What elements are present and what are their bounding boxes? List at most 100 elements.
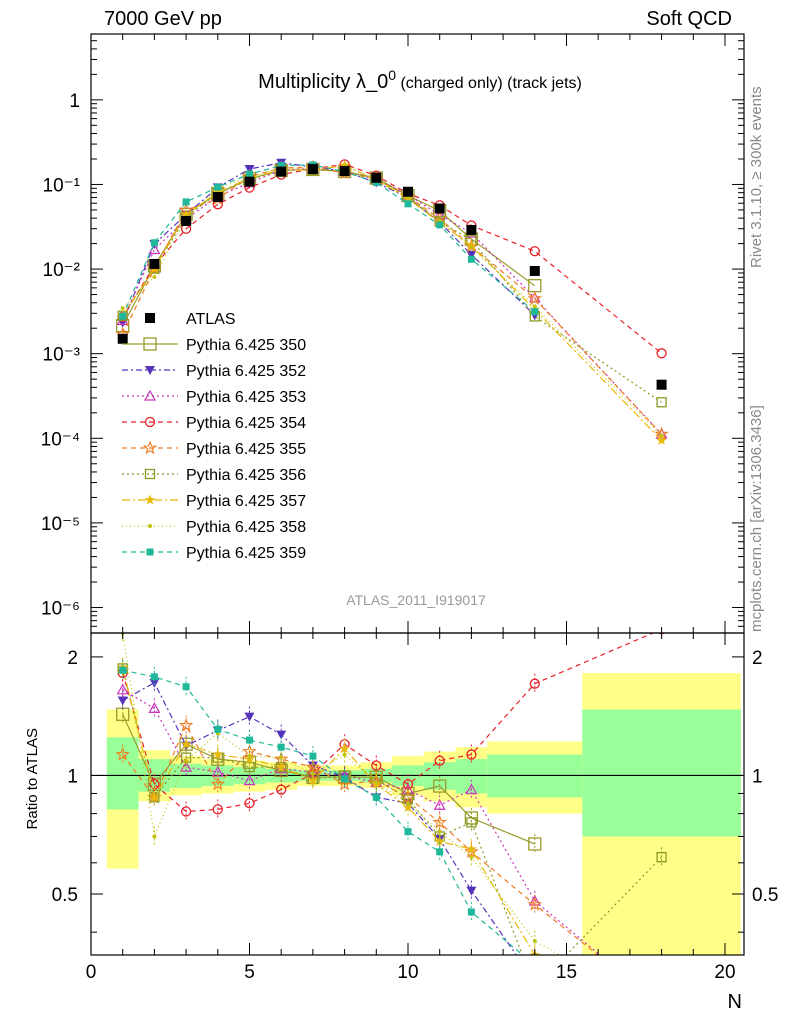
data-point [656, 397, 667, 408]
data-point [145, 366, 155, 375]
data-point [531, 308, 539, 316]
data-point [527, 291, 542, 305]
series-line [122, 162, 536, 323]
data-point [436, 848, 444, 856]
data-point [275, 761, 287, 772]
data-point [341, 775, 349, 783]
y-tick-label-right: 0.5 [752, 885, 778, 906]
series-line [122, 724, 599, 955]
data-point [371, 172, 382, 183]
data-point [532, 938, 537, 943]
data-point [149, 258, 160, 269]
data-point [532, 304, 537, 309]
data-point [656, 348, 667, 359]
y-tick-label: 0.5 [52, 885, 78, 906]
data-point [180, 760, 193, 772]
data-point [182, 198, 190, 206]
data-point [146, 548, 154, 556]
data-point [339, 166, 350, 177]
y-tick-label: 1 [69, 91, 80, 112]
data-point [464, 844, 479, 858]
data-point [530, 977, 540, 986]
data-point [467, 255, 475, 263]
data-point [152, 275, 157, 280]
series-line [122, 164, 663, 441]
data-point [342, 752, 347, 757]
data-point [436, 221, 444, 229]
data-point [214, 725, 222, 733]
legend-label: Pythia 6.425 359 [186, 545, 306, 562]
data-point [143, 337, 157, 351]
data-point [465, 783, 478, 795]
data-point [277, 743, 285, 751]
x-tick-label: 0 [86, 962, 97, 983]
data-point [466, 749, 477, 760]
data-point [180, 806, 192, 817]
ratio-panel-series [115, 633, 667, 1011]
data-point [656, 434, 667, 445]
data-point [528, 291, 541, 303]
data-point [243, 774, 256, 786]
data-point [307, 164, 318, 175]
data-point [656, 1000, 667, 1011]
data-point [181, 215, 192, 226]
data-point [277, 161, 285, 169]
y-tick-label: 10⁻¹ [43, 175, 81, 196]
data-point [402, 186, 413, 197]
data-point [466, 250, 477, 260]
data-point [149, 791, 160, 802]
data-point [117, 333, 128, 344]
data-point [144, 416, 156, 428]
data-point [531, 962, 538, 969]
data-point [212, 804, 223, 815]
data-point [405, 801, 410, 806]
ratio-frame [90, 632, 745, 956]
data-point [434, 755, 445, 766]
legend-label: Pythia 6.425 353 [186, 389, 306, 406]
data-point [120, 306, 125, 311]
data-point [182, 683, 190, 691]
data-point [143, 389, 157, 401]
data-point [276, 730, 287, 740]
data-point [656, 852, 667, 863]
legend-label: ATLAS [186, 311, 236, 328]
data-point [657, 1001, 667, 1010]
series-ratio-7 [120, 633, 561, 955]
y-tick-label: 10⁻² [43, 260, 81, 281]
legend-label: Pythia 6.425 355 [186, 441, 306, 458]
data-point [212, 748, 224, 760]
legend-label: Pythia 6.425 357 [186, 493, 306, 510]
data-point [528, 837, 542, 851]
data-point [244, 176, 255, 187]
data-point [119, 666, 127, 674]
series-ratio-8 [119, 660, 538, 969]
data-point [150, 239, 158, 247]
data-point [244, 798, 255, 809]
data-point [469, 855, 474, 860]
data-point [529, 678, 540, 689]
data-point [119, 312, 127, 320]
data-point [210, 776, 225, 791]
data-point [309, 752, 317, 760]
data-point [467, 908, 475, 916]
data-point [529, 246, 540, 257]
data-point [437, 829, 442, 834]
data-point [275, 762, 288, 774]
data-point [184, 758, 189, 763]
data-point [148, 702, 161, 714]
series-line [122, 633, 655, 813]
y-tick-label: 10⁻⁵ [41, 514, 80, 535]
data-point [150, 673, 158, 681]
series-line [122, 667, 536, 955]
data-point [142, 440, 158, 455]
data-point [659, 433, 664, 438]
analysis-label: ATLAS_2011_I919017 [346, 592, 486, 608]
series-main-0 [116, 162, 542, 333]
x-tick-label: 20 [714, 962, 735, 983]
legend-label: Pythia 6.425 356 [186, 467, 306, 484]
legend-label: Pythia 6.425 358 [186, 519, 306, 536]
series-line [122, 633, 561, 955]
ticks [90, 33, 744, 955]
series-line [122, 689, 602, 955]
data-point [144, 494, 156, 505]
